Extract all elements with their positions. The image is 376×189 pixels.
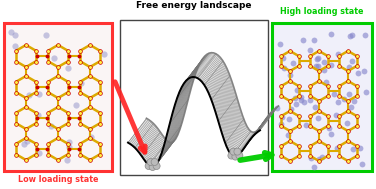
Bar	[4, 23, 112, 171]
Circle shape	[232, 153, 239, 160]
Circle shape	[147, 159, 154, 166]
FancyArrowPatch shape	[115, 82, 145, 152]
Text: High loading state: High loading state	[280, 6, 364, 15]
Circle shape	[234, 148, 241, 155]
Bar	[272, 23, 372, 171]
Circle shape	[228, 152, 235, 159]
Circle shape	[151, 159, 158, 166]
Circle shape	[145, 163, 152, 170]
Circle shape	[236, 152, 243, 159]
Text: Low loading state: Low loading state	[18, 176, 98, 184]
Circle shape	[153, 163, 160, 170]
FancyArrowPatch shape	[240, 153, 272, 160]
Text: Free energy landscape: Free energy landscape	[136, 1, 252, 10]
Bar	[120, 20, 268, 175]
Circle shape	[230, 148, 237, 155]
Circle shape	[149, 163, 156, 170]
